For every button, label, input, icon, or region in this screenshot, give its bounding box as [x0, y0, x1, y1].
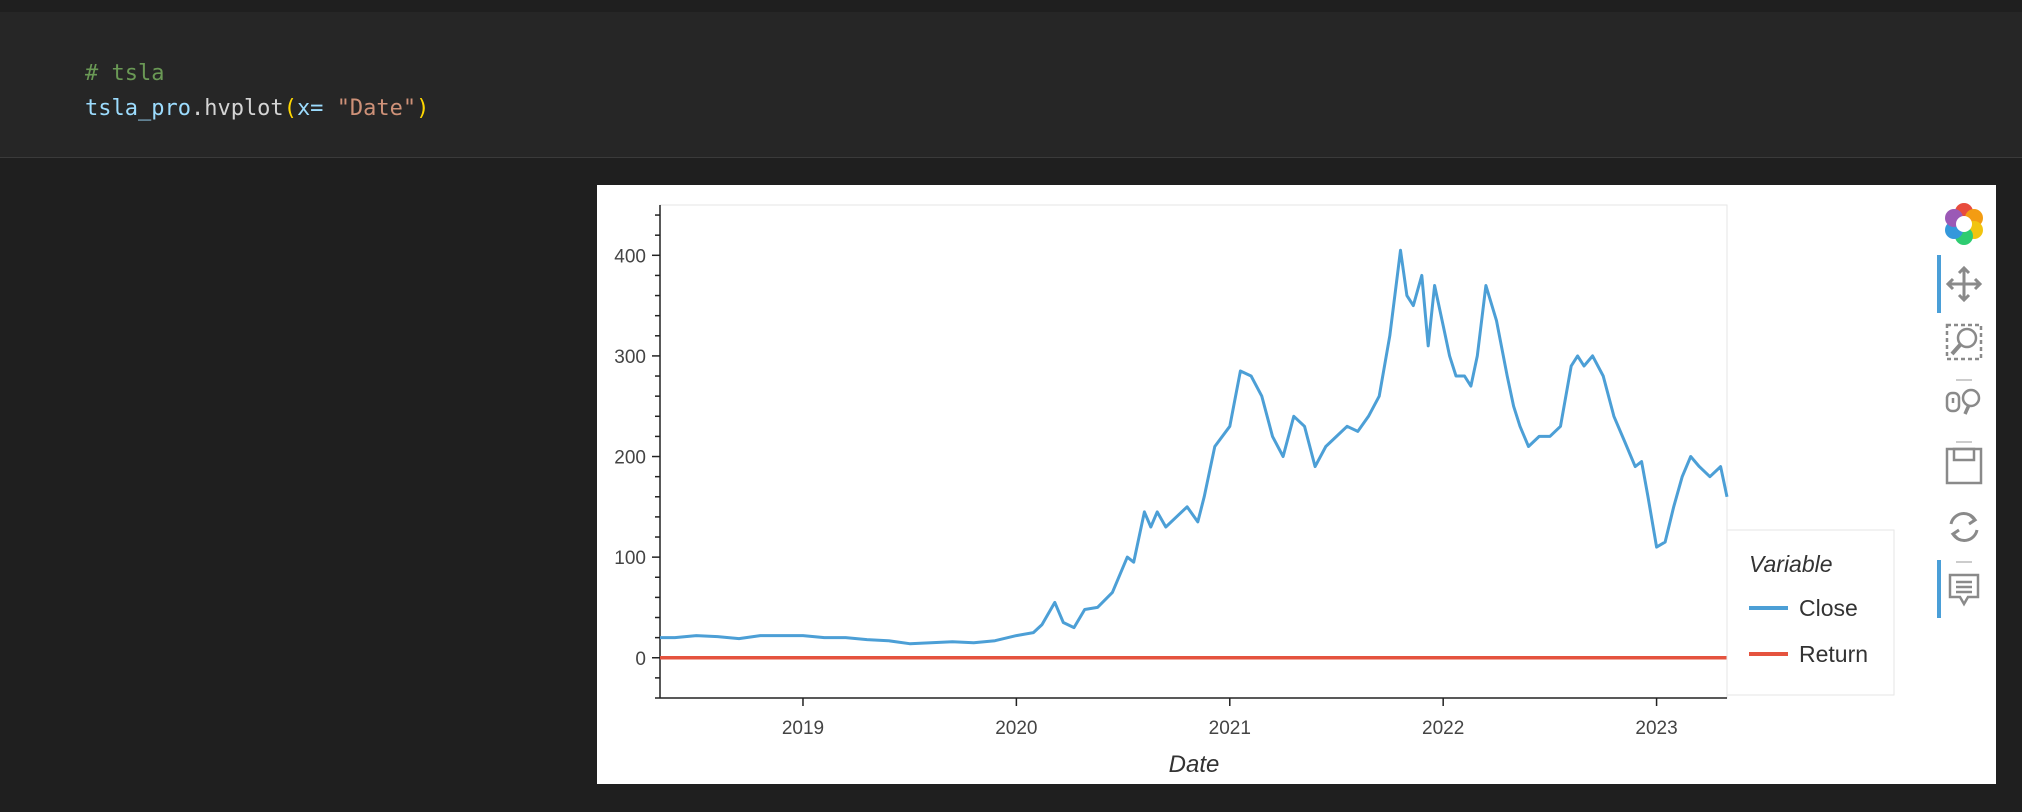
code-line-2: tsla_pro.hvplot(x= "Date") — [32, 71, 429, 146]
y-axis: 0 100 200 300 400 — [614, 205, 661, 699]
code-close-paren: ) — [416, 96, 430, 121]
plot-area — [659, 204, 1728, 699]
legend-label-close: Close — [1799, 595, 1858, 621]
legend-label-return: Return — [1799, 641, 1868, 667]
legend-title: Variable — [1749, 551, 1833, 577]
code-open-paren: ( — [283, 96, 297, 121]
series-line-close — [660, 248, 1729, 646]
series-layer — [660, 248, 1729, 660]
x-tick-label: 2022 — [1422, 718, 1464, 739]
code-method: hvplot — [204, 96, 284, 121]
legend-box — [1726, 529, 1895, 696]
pan-icon[interactable] — [1920, 255, 2000, 313]
box-zoom-icon[interactable] — [1920, 318, 2000, 366]
reset-icon[interactable] — [1920, 503, 2000, 551]
bokeh-logo-icon[interactable] — [1920, 200, 2000, 248]
code-variable: tsla_pro — [84, 96, 191, 121]
x-axis: 2019 2020 2021 2022 2023 — [660, 697, 1727, 739]
code-dot: . — [190, 96, 205, 121]
hover-icon[interactable] — [1920, 560, 2000, 618]
legend: Variable Close Return — [1726, 529, 1895, 696]
y-tick-label: 300 — [614, 347, 646, 368]
code-cell[interactable]: # tsla tsla_pro.hvplot(x= "Date") — [0, 12, 2022, 158]
y-tick-label: 0 — [635, 649, 646, 670]
wheel-zoom-icon[interactable] — [1920, 378, 2000, 426]
x-tick-label: 2020 — [995, 718, 1037, 739]
code-comment: # tsla — [84, 61, 165, 86]
code-line-1: # tsla — [32, 36, 164, 111]
x-tick-label: 2021 — [1209, 718, 1251, 739]
y-tick-label: 100 — [614, 548, 646, 569]
code-string: "Date" — [336, 96, 417, 121]
x-tick-label: 2019 — [782, 718, 824, 739]
plot-panel[interactable]: 0 100 200 300 400 2019 2020 2021 2022 2023 Date … — [597, 185, 1996, 784]
y-tick-label: 400 — [614, 246, 646, 267]
save-icon[interactable] — [1920, 440, 2000, 488]
x-tick-label: 2023 — [1635, 718, 1677, 739]
x-axis-label: Date — [1169, 751, 1220, 778]
plot-toolbar — [1920, 185, 2000, 645]
y-tick-label: 200 — [614, 448, 646, 469]
code-argument: x= — [296, 96, 337, 121]
